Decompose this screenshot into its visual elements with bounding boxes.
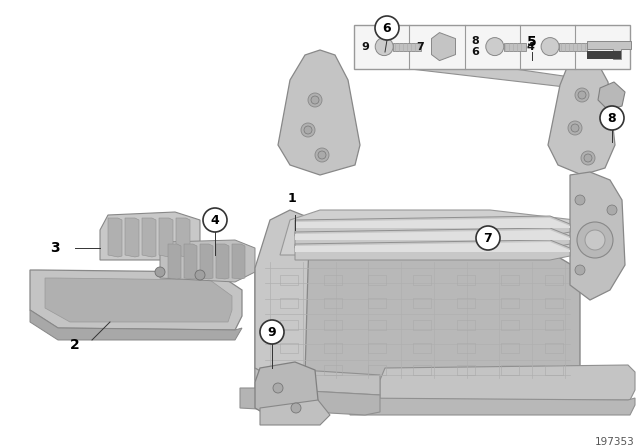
Bar [393,43,421,51]
Circle shape [541,38,559,56]
Polygon shape [160,240,255,282]
Circle shape [273,383,283,393]
Circle shape [575,195,585,205]
Circle shape [584,154,592,162]
Polygon shape [232,244,245,279]
Polygon shape [260,400,330,425]
Polygon shape [255,368,380,395]
Bar [354,25,630,69]
Polygon shape [372,42,398,65]
Circle shape [311,96,319,104]
Text: 6: 6 [383,22,391,34]
Circle shape [486,38,504,56]
Circle shape [578,91,586,99]
Text: 1: 1 [287,192,296,205]
Polygon shape [108,218,122,257]
Circle shape [568,121,582,135]
Text: 3: 3 [50,241,60,255]
Circle shape [315,148,329,162]
Circle shape [575,265,585,275]
Polygon shape [159,218,173,257]
Polygon shape [176,218,190,257]
Polygon shape [431,33,456,60]
Polygon shape [588,41,632,59]
Circle shape [581,151,595,165]
Polygon shape [598,82,625,110]
Polygon shape [184,244,197,279]
Polygon shape [548,52,615,175]
Circle shape [571,124,579,132]
Text: 197353: 197353 [595,437,635,447]
Bar [504,43,526,51]
Text: 7: 7 [417,42,424,52]
Circle shape [375,38,393,56]
Polygon shape [280,210,590,255]
Polygon shape [125,218,139,257]
Polygon shape [295,218,570,228]
Text: 5: 5 [527,35,537,49]
Circle shape [575,88,589,102]
Polygon shape [45,278,232,322]
Circle shape [375,16,399,40]
Polygon shape [570,172,625,300]
Text: 2: 2 [70,338,80,352]
Polygon shape [380,365,635,400]
Polygon shape [255,362,318,420]
Bar [559,43,587,51]
Polygon shape [295,216,570,236]
Circle shape [607,205,617,215]
Text: 7: 7 [484,232,492,245]
Text: 4: 4 [527,42,535,52]
Polygon shape [278,50,360,175]
Circle shape [600,106,624,130]
Circle shape [301,123,315,137]
Polygon shape [295,242,570,252]
Polygon shape [168,244,181,279]
Circle shape [308,93,322,107]
Text: 9: 9 [361,42,369,52]
Text: 8: 8 [608,112,616,125]
Bar [588,51,621,59]
Polygon shape [30,310,242,340]
Circle shape [291,403,301,413]
Circle shape [585,230,605,250]
Polygon shape [295,230,570,240]
Polygon shape [142,218,156,257]
Circle shape [260,320,284,344]
Polygon shape [255,210,310,382]
Circle shape [304,126,312,134]
Text: 4: 4 [211,214,220,227]
Polygon shape [240,388,380,415]
Circle shape [577,222,613,258]
Text: 8
6: 8 6 [472,36,479,57]
Polygon shape [200,244,213,279]
Circle shape [195,270,205,280]
Circle shape [203,208,227,232]
Polygon shape [255,255,580,395]
Circle shape [155,267,165,277]
Polygon shape [380,50,608,92]
Polygon shape [30,270,242,330]
Polygon shape [216,244,229,279]
Circle shape [476,226,500,250]
Circle shape [318,151,326,159]
Text: 9: 9 [268,326,276,339]
Polygon shape [100,212,200,260]
Polygon shape [295,240,570,260]
Polygon shape [350,398,635,415]
Polygon shape [295,228,570,248]
